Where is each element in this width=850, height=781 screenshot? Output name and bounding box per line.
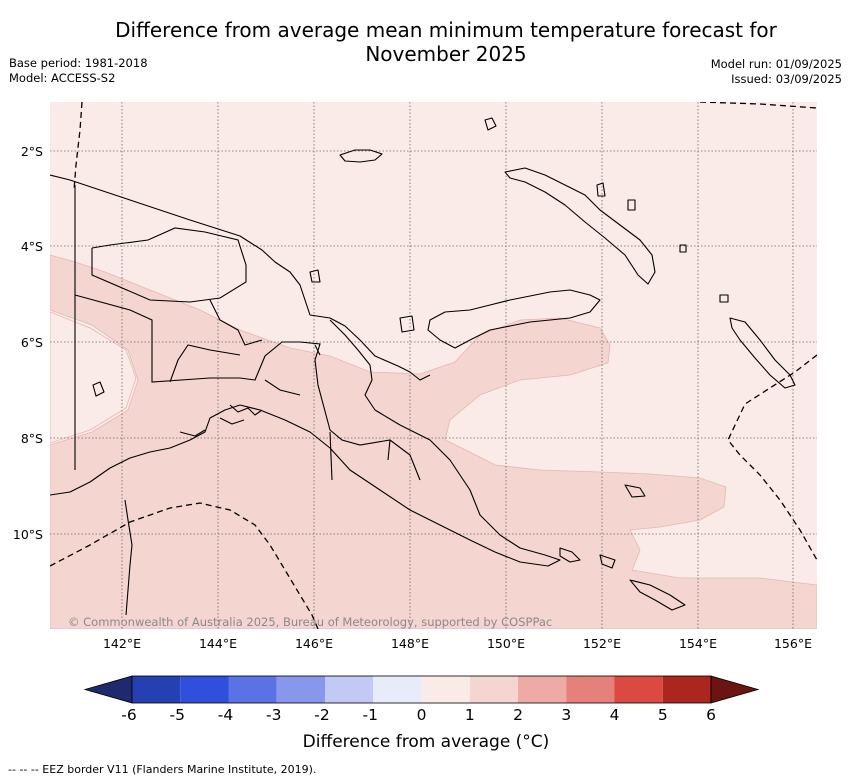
eez-borders <box>50 102 817 629</box>
anomaly-pocket-left <box>50 311 137 444</box>
colorbar-segment <box>276 676 325 703</box>
model-run-text: Model run: 01/09/2025 <box>710 57 842 71</box>
new-guinea-coast <box>50 174 431 381</box>
colorbar-segment <box>228 676 277 703</box>
title-line-1: Difference from average mean minimum tem… <box>115 18 777 42</box>
colorbar-tick-label: 1 <box>465 706 475 724</box>
eez-border-southeast <box>727 354 817 561</box>
lon-tick-labels: 142°E 144°E 146°E 148°E 150°E 152°E 154°… <box>103 636 812 651</box>
lon-tick-156e: 156°E <box>774 636 812 651</box>
lon-tick-152e: 152°E <box>583 636 621 651</box>
colorbar-arrow-high <box>710 675 760 704</box>
colorbar-tick-label: -1 <box>363 706 378 724</box>
model-text: Model: ACCESS-S2 <box>9 71 116 85</box>
colorbar-tick-label: -6 <box>121 706 136 724</box>
borders <box>74 185 421 481</box>
colorbar-tick-label: 4 <box>610 706 620 724</box>
lat-tick-2s: 2°S <box>21 144 43 159</box>
small-islands <box>92 117 729 397</box>
lat-tick-6s: 6°S <box>21 335 43 350</box>
issued-text: Issued: 03/09/2025 <box>731 72 842 86</box>
south-coast <box>50 404 241 496</box>
colorbar-segment <box>373 676 422 703</box>
meta-left: Base period: 1981-2018 Model: ACCESS-S2 <box>9 56 148 86</box>
coastlines <box>50 117 796 616</box>
lon-tick-142e: 142°E <box>103 636 141 651</box>
colorbar-tick-label: 6 <box>706 706 716 724</box>
new-ireland <box>504 167 656 285</box>
cape-york <box>124 499 133 616</box>
colorbar-tick-label: -4 <box>218 706 233 724</box>
lon-tick-144e: 144°E <box>199 636 237 651</box>
gridlines <box>50 102 817 629</box>
manus-island <box>339 149 383 163</box>
lon-tick-146e: 146°E <box>295 636 333 651</box>
colorbar-label: Difference from average (°C) <box>302 732 550 752</box>
eez-border-north <box>73 102 83 191</box>
island-group-east <box>559 484 686 611</box>
lat-tick-labels: 2°S 4°S 6°S 8°S 10°S <box>13 144 43 542</box>
colorbar-segment <box>566 676 615 703</box>
colorbar-tick-label: -3 <box>266 706 281 724</box>
colorbar-segment <box>325 676 374 703</box>
fly-delta <box>179 404 263 437</box>
new-britain <box>427 289 601 349</box>
anomaly-regions <box>50 254 817 629</box>
huon-coast <box>239 319 561 567</box>
lon-tick-148e: 148°E <box>391 636 429 651</box>
colorbar-segment <box>614 676 663 703</box>
eez-border-east <box>699 102 817 109</box>
title-line-2: November 2025 <box>365 42 527 66</box>
anomaly-region-1-2 <box>50 254 817 629</box>
colorbar-tick-label: -5 <box>170 706 185 724</box>
colorbar-tick-label: 3 <box>561 706 571 724</box>
colorbar-tick-label: 2 <box>513 706 523 724</box>
lat-tick-10s: 10°S <box>13 527 43 542</box>
colorbar-tick-label: -2 <box>314 706 329 724</box>
colorbar-segment <box>662 676 711 703</box>
colorbar-segment <box>132 676 181 703</box>
colorbar-tick-label: 0 <box>417 706 427 724</box>
bougainville <box>729 317 796 389</box>
colorbar-tick-label: 5 <box>658 706 668 724</box>
colorbar-segment <box>518 676 567 703</box>
colorbar-outline <box>131 675 712 704</box>
colorbar-segment <box>421 676 470 703</box>
lat-tick-4s: 4°S <box>21 239 43 254</box>
colorbar-arrow-low <box>83 675 133 704</box>
lon-tick-154e: 154°E <box>679 636 717 651</box>
base-period-text: Base period: 1981-2018 <box>9 56 148 70</box>
lat-tick-8s: 8°S <box>21 431 43 446</box>
eez-border-southwest <box>50 502 319 629</box>
eez-footnote: -- -- -- EEZ border V11 (Flanders Marine… <box>8 763 317 776</box>
colorbar-segment <box>180 676 229 703</box>
chart-title: Difference from average mean minimum tem… <box>0 18 850 66</box>
copyright-text: © Commonwealth of Australia 2025, Bureau… <box>68 615 552 629</box>
province-boundaries <box>74 227 421 481</box>
colorbar-segment <box>469 676 518 703</box>
lon-tick-150e: 150°E <box>487 636 525 651</box>
colorbar: -6 -5 -4 -3 -2 -1 0 1 2 3 4 5 6 <box>83 675 760 724</box>
meta-right: Model run: 01/09/2025 Issued: 03/09/2025 <box>711 57 842 87</box>
